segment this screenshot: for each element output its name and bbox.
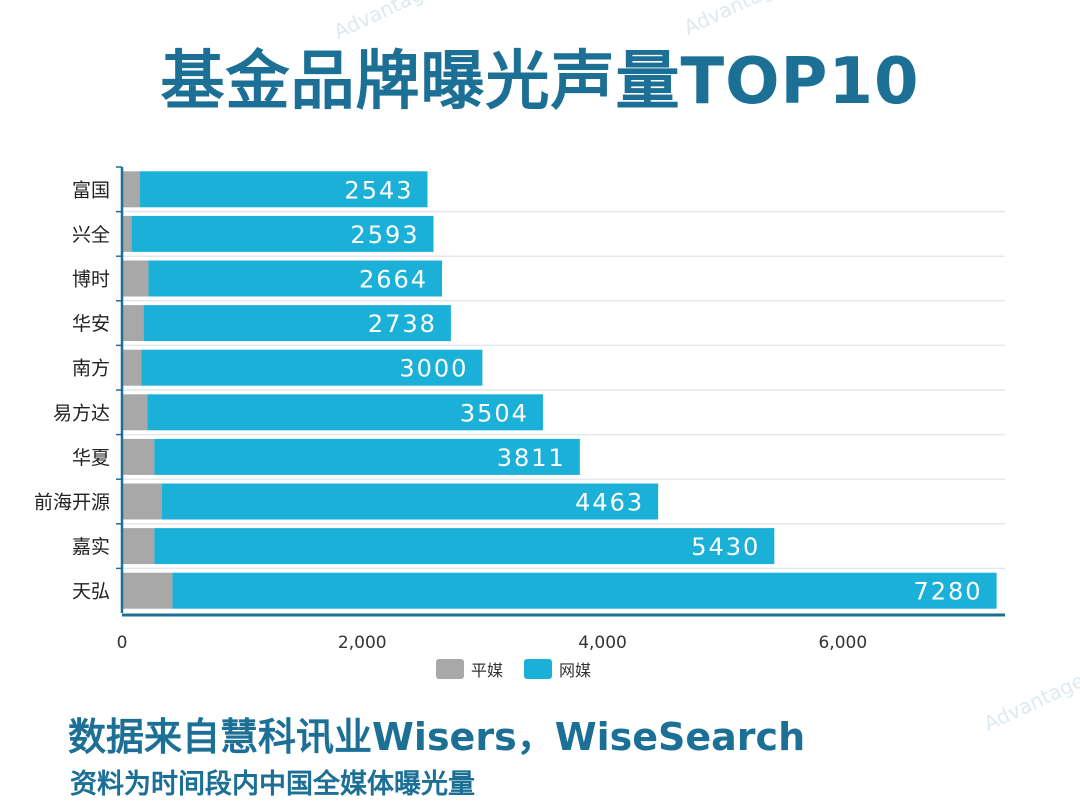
bar-print bbox=[122, 171, 141, 208]
bar-online bbox=[154, 528, 775, 565]
legend-label: 平媒 bbox=[471, 661, 503, 680]
bar-print bbox=[122, 349, 142, 386]
category-label: 易方达 bbox=[53, 402, 110, 424]
bar-print bbox=[122, 305, 144, 342]
bar-print bbox=[122, 572, 173, 609]
data-label: 3811 bbox=[497, 444, 566, 472]
x-tick-label: 4,000 bbox=[578, 633, 627, 653]
data-label: 3504 bbox=[460, 399, 529, 427]
bar-print bbox=[122, 215, 132, 252]
data-label: 2664 bbox=[359, 266, 428, 294]
data-label: 4463 bbox=[575, 489, 644, 517]
x-tick-label: 6,000 bbox=[818, 633, 867, 653]
bar-online bbox=[143, 305, 451, 342]
bar-chart: 富国 2543 兴全 2593 博时 2664 华安 2738 南方 3000 易方达 3504 华夏 3… bbox=[34, 166, 1005, 680]
category-label: 嘉实 bbox=[72, 536, 110, 558]
bar-print bbox=[122, 483, 162, 520]
bar-print bbox=[122, 528, 155, 565]
bar-online bbox=[148, 260, 443, 297]
bar-online bbox=[154, 438, 580, 475]
bar-online bbox=[161, 483, 659, 520]
category-label: 前海开源 bbox=[34, 492, 110, 514]
category-label: 天弘 bbox=[72, 581, 110, 603]
bar-online bbox=[147, 394, 543, 431]
data-label: 2593 bbox=[350, 221, 419, 249]
category-label: 南方 bbox=[72, 358, 110, 380]
data-label: 2738 bbox=[368, 310, 437, 338]
legend-swatch bbox=[524, 659, 552, 679]
x-tick-label: 0 bbox=[117, 633, 128, 653]
legend-swatch bbox=[436, 659, 464, 679]
chart-title: 基金品牌曝光声量TOP10 bbox=[160, 45, 920, 119]
category-label: 富国 bbox=[72, 179, 110, 201]
data-note: 资料为时间段内中国全媒体曝光量 bbox=[70, 769, 475, 800]
bar-online bbox=[172, 572, 997, 609]
data-label: 7280 bbox=[914, 578, 983, 606]
category-label: 华夏 bbox=[72, 447, 110, 469]
bar-print bbox=[122, 438, 155, 475]
source-note: 数据来自慧科讯业Wisers，WiseSearch bbox=[68, 715, 806, 759]
x-tick-label: 2,000 bbox=[338, 633, 387, 653]
legend-label: 网媒 bbox=[559, 661, 591, 680]
data-label: 2543 bbox=[344, 176, 413, 204]
bar-online bbox=[140, 171, 428, 208]
bar-online bbox=[131, 215, 434, 252]
bar-print bbox=[122, 394, 148, 431]
bar-online bbox=[141, 349, 483, 386]
bar-print bbox=[122, 260, 149, 297]
data-label: 5430 bbox=[691, 533, 760, 561]
category-label: 华安 bbox=[72, 313, 110, 335]
data-label: 3000 bbox=[399, 355, 468, 383]
category-label: 博时 bbox=[72, 269, 110, 291]
category-label: 兴全 bbox=[72, 224, 110, 246]
